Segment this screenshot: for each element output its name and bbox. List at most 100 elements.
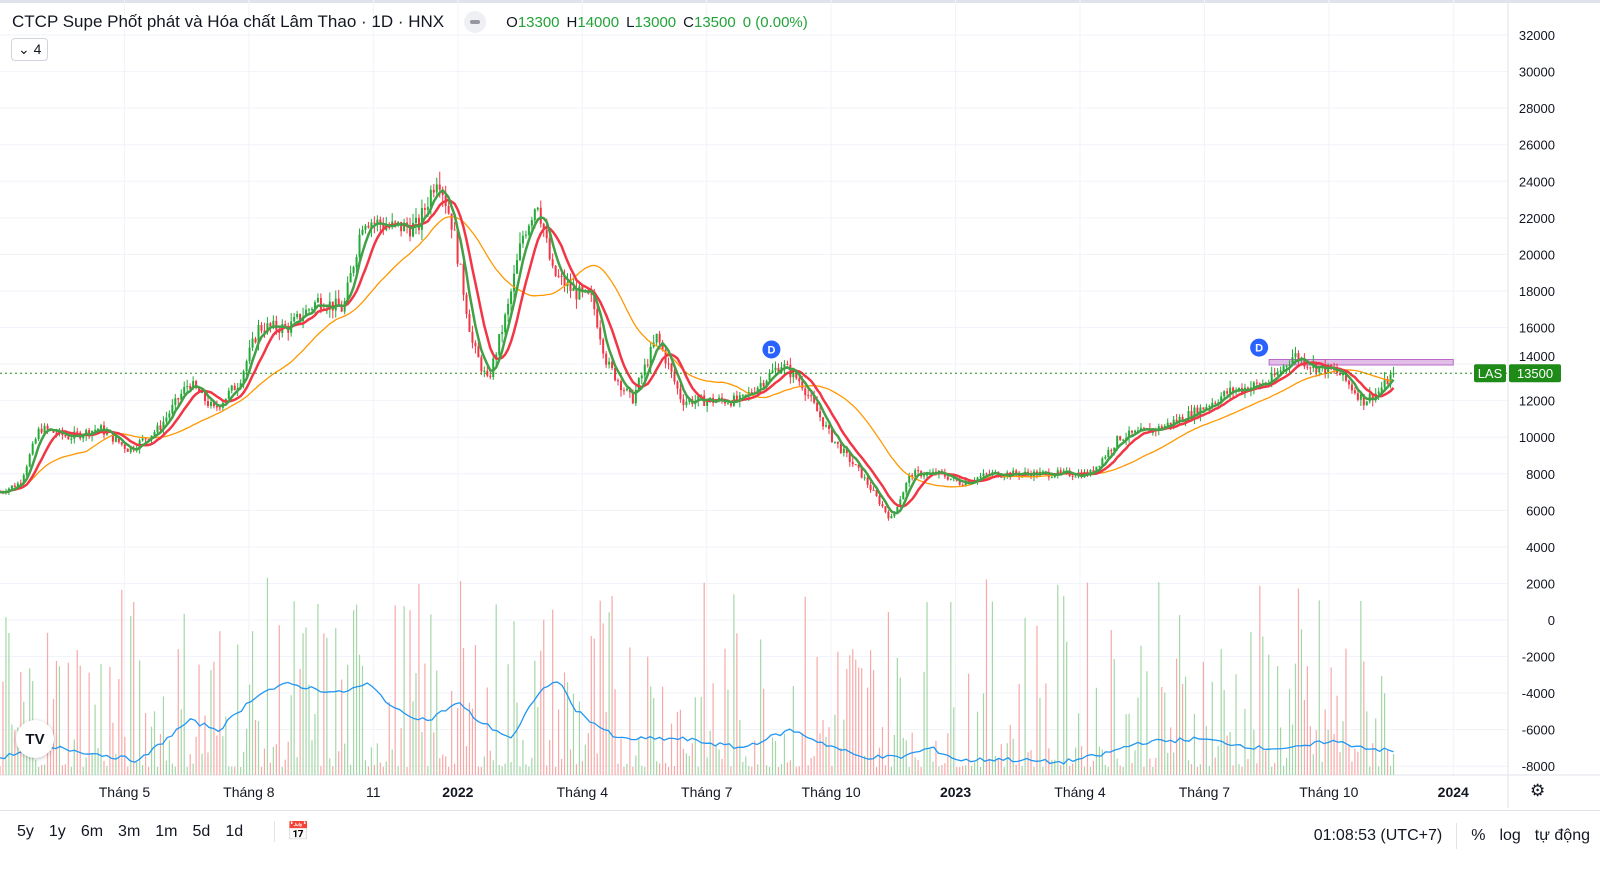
candle-body	[1392, 373, 1395, 375]
volume-bar	[1116, 758, 1118, 775]
y-tick-label: 18000	[1519, 284, 1555, 299]
volume-bar	[929, 748, 931, 775]
price-chart[interactable]: 3200030000280002600024000220002000018000…	[0, 0, 1600, 810]
candle-body	[218, 407, 221, 409]
symbol-title[interactable]: CTCP Supe Phốt phát và Hóa chất Lâm Thao…	[12, 12, 445, 31]
volume-bar	[932, 761, 934, 775]
volume-bar	[186, 766, 188, 775]
range-button-3m[interactable]: 3m	[118, 823, 141, 840]
indicators-toggle-button[interactable]: ⌄ 4	[11, 38, 49, 61]
symbol-label: LAS	[1478, 366, 1503, 381]
volume-bar	[1069, 765, 1071, 775]
volume-bar	[629, 647, 631, 775]
candle-body	[1368, 393, 1371, 402]
volume-bar	[519, 766, 521, 775]
volume-bar	[962, 765, 964, 775]
collapse-legend-button[interactable]	[464, 11, 487, 33]
range-button-5y[interactable]: 5y	[17, 823, 34, 840]
volume-bar	[1288, 689, 1291, 775]
candle-body	[1362, 394, 1365, 406]
volume-bar	[344, 743, 346, 775]
volume-bar	[578, 701, 581, 775]
percent-toggle[interactable]: %	[1471, 827, 1486, 844]
volume-bar	[1223, 689, 1225, 775]
goto-date-icon[interactable]: 📅	[274, 821, 309, 842]
volume-bar	[2, 681, 4, 775]
candle-body	[643, 364, 646, 376]
volume-bar	[896, 657, 898, 775]
clock[interactable]: 01:08:53 (UTC+7)	[1313, 827, 1443, 844]
range-button-1d[interactable]: 1d	[225, 823, 244, 840]
volume-bar	[976, 711, 979, 775]
volume-bar	[623, 766, 625, 775]
volume-bar	[771, 737, 774, 775]
volume-bar	[204, 715, 206, 775]
candle-body	[646, 364, 649, 366]
volume-bar	[495, 604, 497, 775]
candle-body	[726, 403, 729, 405]
volume-bar	[103, 760, 105, 775]
candle-body	[269, 323, 272, 327]
volume-bar	[465, 746, 468, 775]
candle-body	[1000, 476, 1003, 478]
volume-bar	[807, 765, 809, 775]
volume-bar	[1033, 766, 1035, 775]
settings-icon[interactable]: ⚙	[1530, 781, 1546, 800]
volume-bar	[385, 761, 387, 775]
volume-bar	[454, 763, 456, 775]
resistance-zone[interactable]	[1268, 358, 1454, 366]
candle-body	[774, 367, 777, 371]
volume-bar	[596, 753, 598, 775]
range-buttons: 5y 1y 6m 3m 1m 5d 1d	[17, 823, 243, 841]
candle-body	[1229, 387, 1232, 394]
candle-body	[245, 361, 248, 372]
volume-bar	[1167, 752, 1169, 775]
candle-body	[768, 372, 771, 381]
candle-body	[456, 230, 459, 264]
volume-bar	[736, 633, 738, 775]
volume-bar	[1143, 766, 1145, 775]
volume-bar	[688, 755, 690, 775]
range-button-1m[interactable]: 1m	[155, 823, 178, 840]
tradingview-logo-icon[interactable]: TV	[16, 720, 54, 758]
volume-bar	[534, 660, 536, 775]
candle-body	[884, 506, 887, 512]
volume-bar	[1342, 721, 1344, 775]
log-toggle[interactable]: log	[1499, 827, 1521, 844]
candle-body	[388, 227, 391, 229]
candle-body	[958, 480, 961, 485]
volume-bar	[608, 612, 610, 775]
candle-body	[498, 334, 501, 355]
volume-bar	[1268, 654, 1270, 775]
volume-bar	[540, 650, 542, 775]
candle-body	[1131, 430, 1134, 433]
volume-bar	[572, 693, 575, 775]
y-tick-label: -6000	[1522, 723, 1555, 738]
volume-bar	[347, 664, 349, 775]
volume-bar	[1024, 617, 1026, 775]
range-button-5d[interactable]: 5d	[192, 823, 211, 840]
volume-bar	[971, 765, 973, 775]
volume-bar	[1045, 683, 1047, 775]
volume-bar	[1184, 676, 1187, 775]
volume-bar	[507, 664, 509, 775]
volume-bar	[1303, 699, 1305, 775]
volume-bar	[165, 760, 167, 775]
volume-bar	[456, 708, 459, 775]
volume-bar	[11, 724, 13, 775]
dividend-marker[interactable]	[1250, 338, 1269, 357]
volume-bar	[367, 766, 370, 775]
candle-body	[599, 327, 602, 340]
volume-bar	[406, 767, 408, 775]
volume-bar	[1253, 729, 1255, 775]
close-label: C	[683, 13, 694, 31]
candle-body	[248, 347, 251, 362]
auto-scale-toggle[interactable]: tự động	[1534, 827, 1590, 844]
volume-bar	[275, 744, 277, 775]
volume-bar	[38, 767, 40, 775]
volume-bar	[409, 610, 411, 775]
range-button-6m[interactable]: 6m	[80, 823, 104, 840]
dividend-marker[interactable]	[762, 340, 781, 359]
range-button-1y[interactable]: 1y	[48, 823, 66, 840]
volume-bar	[828, 727, 830, 775]
